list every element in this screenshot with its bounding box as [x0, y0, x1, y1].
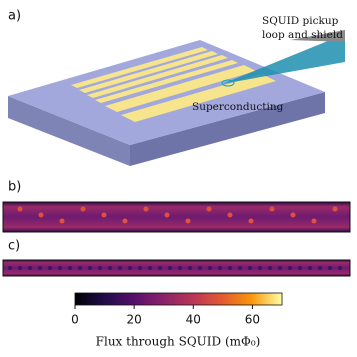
- spot: [98, 266, 102, 270]
- spot: [18, 266, 22, 270]
- x-tick-label: 60: [245, 313, 260, 327]
- spot: [298, 266, 302, 270]
- spot: [290, 212, 296, 218]
- heatmap-c: [2, 259, 351, 277]
- spot: [59, 218, 65, 224]
- spot: [88, 266, 92, 270]
- panel-label: b): [8, 180, 21, 195]
- stripes: [71, 47, 276, 122]
- spot: [248, 266, 252, 270]
- spot: [228, 266, 232, 270]
- spot: [332, 206, 338, 212]
- heatmap-b: [2, 201, 351, 233]
- spot: [208, 266, 212, 270]
- x-tick-label: 40: [186, 313, 201, 327]
- spot: [48, 266, 52, 270]
- spot: [258, 266, 262, 270]
- spot: [68, 266, 72, 270]
- spot: [318, 266, 322, 270]
- spot: [308, 266, 312, 270]
- spot: [198, 266, 202, 270]
- spot: [143, 206, 149, 212]
- heatmap-spots: [8, 266, 342, 270]
- annotation: Superconducting: [192, 101, 284, 113]
- spot: [227, 212, 233, 218]
- spot: [238, 266, 242, 270]
- spot: [28, 266, 32, 270]
- spot: [101, 212, 107, 218]
- spot: [78, 266, 82, 270]
- spot: [311, 218, 317, 224]
- spot: [269, 206, 275, 212]
- spot: [168, 266, 172, 270]
- colorbar-label: Flux through SQUID (mΦ₀): [96, 335, 261, 349]
- slab-side: [8, 96, 130, 166]
- spot: [278, 266, 282, 270]
- spot: [158, 266, 162, 270]
- panel-label: a): [8, 9, 21, 24]
- spot: [178, 266, 182, 270]
- spot: [218, 266, 222, 270]
- x-tick-label: 0: [71, 313, 79, 327]
- spot: [288, 266, 292, 270]
- colorbar: [74, 292, 283, 306]
- spot: [58, 266, 62, 270]
- spot: [164, 212, 170, 218]
- heatmap-spots: [17, 206, 338, 224]
- spot: [8, 266, 12, 270]
- spot: [128, 266, 132, 270]
- spot: [188, 266, 192, 270]
- x-tick-label: 20: [127, 313, 142, 327]
- panel-label: c): [8, 239, 20, 254]
- spot: [206, 206, 212, 212]
- spot: [248, 218, 254, 224]
- pickup-loop: [221, 79, 235, 87]
- probe-shield: [290, 30, 345, 42]
- spot: [138, 266, 142, 270]
- spot: [268, 266, 272, 270]
- probe: [222, 34, 345, 84]
- spot: [148, 266, 152, 270]
- slab-side: [130, 92, 325, 166]
- spot: [38, 212, 44, 218]
- spot: [108, 266, 112, 270]
- spot: [338, 266, 342, 270]
- spot: [17, 206, 23, 212]
- spot: [80, 206, 86, 212]
- annotation: SQUID pickup: [262, 15, 339, 27]
- spot: [328, 266, 332, 270]
- spot: [185, 218, 191, 224]
- spot: [122, 218, 128, 224]
- spot: [118, 266, 122, 270]
- annotation: loop and shield: [262, 29, 343, 41]
- spot: [38, 266, 42, 270]
